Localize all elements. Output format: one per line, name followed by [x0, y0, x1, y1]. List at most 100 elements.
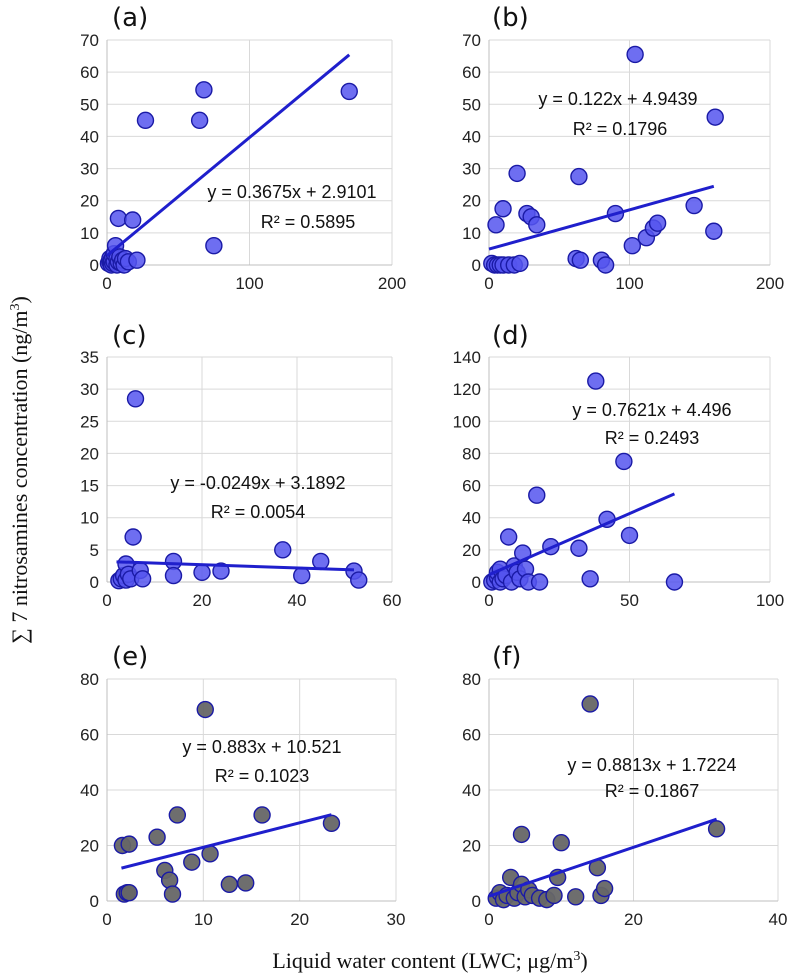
data-point [595, 879, 614, 898]
y-tick-label: 80 [80, 670, 99, 689]
data-point [274, 541, 292, 559]
data-point [190, 111, 209, 130]
data-point [511, 254, 529, 273]
data-point [253, 806, 271, 824]
data-point [707, 820, 726, 838]
x-tick-label: 20 [624, 910, 643, 929]
data-point [205, 237, 223, 255]
data-point [665, 573, 684, 591]
r-squared-label: R² = 0.1023 [215, 766, 310, 786]
data-point [193, 563, 211, 582]
y-tick-label: 0 [472, 256, 481, 275]
data-point [685, 196, 703, 215]
data-point [163, 885, 182, 903]
x-axis-label-end: ) [580, 948, 587, 973]
x-tick-label: 20 [193, 591, 212, 610]
data-point [237, 874, 255, 892]
data-point [183, 853, 201, 871]
data-point [120, 883, 138, 902]
data-point [706, 108, 724, 126]
data-point [545, 886, 563, 905]
trend-equation: y = 0.8813x + 1.7224 [567, 755, 736, 775]
r-squared-label: R² = 0.0054 [211, 502, 306, 522]
x-tick-label: 20 [290, 910, 309, 929]
y-tick-label: 0 [472, 573, 481, 592]
y-tick-label: 70 [80, 31, 99, 50]
data-point [512, 825, 531, 844]
data-point [133, 570, 152, 588]
y-tick-label: 5 [90, 541, 99, 560]
y-tick-label: 100 [453, 412, 481, 431]
data-point [596, 256, 615, 274]
y-tick-label: 40 [462, 509, 481, 528]
trend-equation: y = -0.0249x + 3.1892 [170, 473, 345, 493]
data-point [623, 237, 642, 255]
x-tick-label: 100 [756, 591, 784, 610]
y-axis-label-end: ) [7, 296, 32, 303]
x-axis-label: Liquid water content (LWC; μg/m3) [272, 948, 587, 973]
data-point [160, 871, 179, 889]
y-tick-label: 20 [462, 192, 481, 211]
y-tick-label: 40 [462, 781, 481, 800]
y-tick-label: 120 [453, 380, 481, 399]
x-tick-label: 30 [387, 910, 406, 929]
data-point [552, 834, 570, 852]
panel-c: 0 5 10 15 20 25 30 35 0 20 40 60 y = -0.0249x + 3.18… [80, 321, 401, 610]
x-tick-label: 0 [484, 910, 493, 929]
y-tick-label: 40 [80, 127, 99, 146]
trend-line [106, 53, 351, 257]
x-tick-label: 60 [383, 591, 402, 610]
x-tick-label: 200 [756, 274, 784, 293]
data-point [120, 835, 138, 853]
data-point [136, 111, 155, 130]
data-point [494, 200, 512, 218]
data-point [126, 390, 145, 408]
panel-label: (f) [492, 642, 521, 672]
y-tick-label: 10 [80, 224, 99, 243]
panel-f: 0 20 40 60 80 0 20 40 y = 0.8813x + 1.7224 R² = 0… [462, 642, 787, 929]
trend-line [121, 813, 332, 870]
y-tick-label: 40 [80, 781, 99, 800]
x-tick-label: 100 [235, 274, 263, 293]
panel-label: (e) [112, 642, 148, 672]
y-tick-label: 40 [462, 127, 481, 146]
y-tick-label: 30 [80, 380, 99, 399]
trend-equation: y = 0.122x + 4.9439 [538, 89, 697, 109]
y-tick-label: 20 [462, 541, 481, 560]
data-point [587, 372, 605, 390]
x-tick-label: 0 [484, 274, 493, 293]
y-tick-label: 0 [472, 892, 481, 911]
y-tick-label: 60 [80, 63, 99, 82]
data-point [581, 695, 599, 713]
data-point [168, 806, 187, 824]
x-tick-label: 200 [378, 274, 406, 293]
x-tick-label: 50 [620, 591, 639, 610]
x-tick-label: 40 [769, 910, 788, 929]
y-tick-label: 10 [80, 509, 99, 528]
data-point [322, 814, 341, 832]
data-point [530, 573, 549, 591]
panel-label: (c) [112, 321, 147, 351]
data-point [195, 81, 213, 99]
data-point [340, 82, 358, 101]
trend-line [488, 184, 715, 251]
trend-equation: y = 0.7621x + 4.496 [572, 400, 731, 420]
y-tick-label: 20 [80, 444, 99, 463]
data-point [581, 570, 599, 588]
data-point [705, 222, 723, 240]
data-point [487, 216, 505, 234]
data-point [128, 251, 146, 269]
data-point [123, 211, 142, 229]
y-tick-label: 25 [80, 412, 99, 431]
panel-a: 0 10 20 30 40 50 60 70 0 100 200 y = 0.3675x + 2.91… [80, 3, 406, 293]
y-tick-label: 35 [80, 348, 99, 367]
y-tick-label: 50 [80, 95, 99, 114]
y-tick-label: 15 [80, 477, 99, 496]
y-tick-label: 20 [80, 192, 99, 211]
panel-label: (b) [492, 3, 529, 33]
data-point [109, 209, 128, 228]
r-squared-label: R² = 0.1796 [573, 119, 668, 139]
trend-equation: y = 0.883x + 10.521 [182, 737, 341, 757]
x-tick-label: 0 [102, 274, 111, 293]
